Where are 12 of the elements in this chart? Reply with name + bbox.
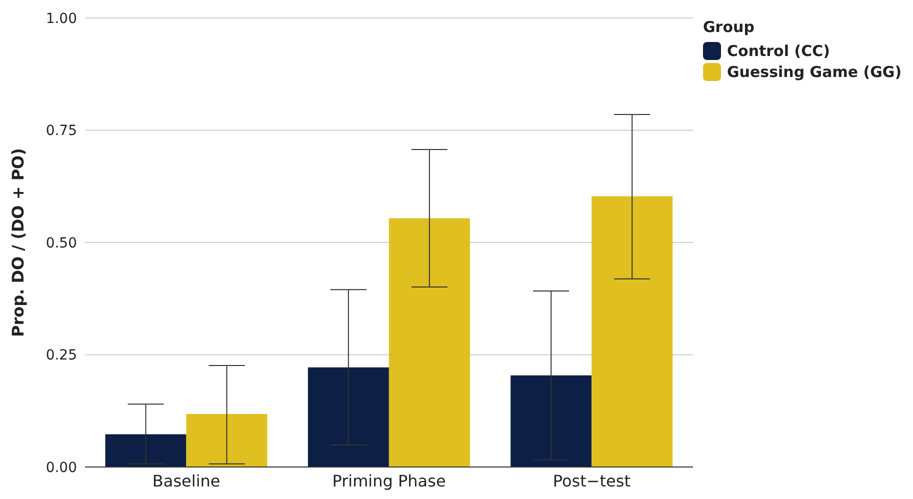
x-tick-label: Priming Phase xyxy=(332,471,446,490)
legend-label: Guessing Game (GG) xyxy=(727,63,902,81)
x-tick-label: Baseline xyxy=(152,471,220,490)
y-tick-label: 0.00 xyxy=(46,460,77,476)
legend-title: Group xyxy=(703,18,756,36)
x-tick-label: Post−test xyxy=(552,471,630,490)
y-tick-label: 0.50 xyxy=(46,235,77,252)
y-axis-title: Prop. DO / (DO + PO) xyxy=(8,148,28,337)
y-tick-label: 0.25 xyxy=(46,348,77,364)
legend-label: Control (CC) xyxy=(727,42,830,60)
y-tick-label: 1.00 xyxy=(46,10,77,27)
y-tick-label: 0.75 xyxy=(46,123,77,140)
